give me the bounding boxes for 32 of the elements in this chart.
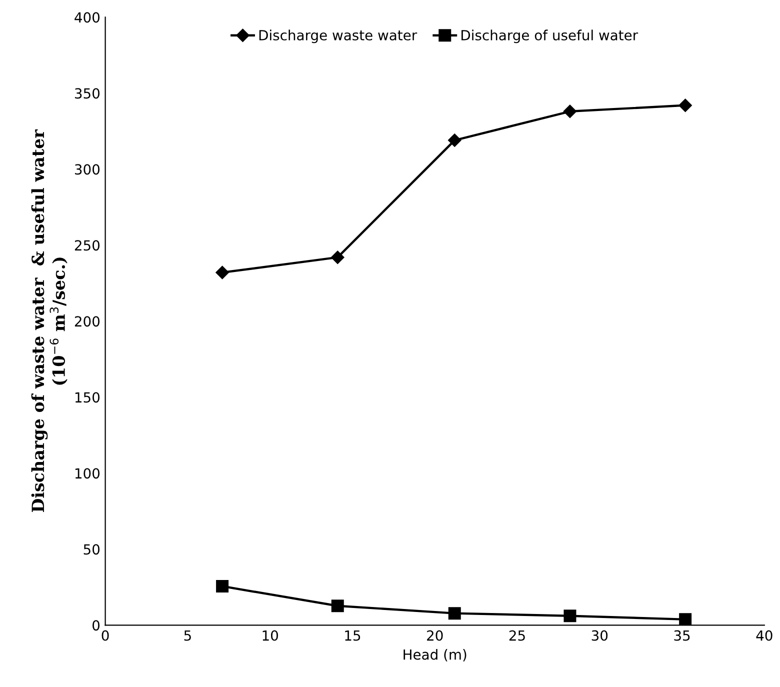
- x-tick-label: 20: [427, 630, 443, 641]
- x-tick-label: 30: [592, 630, 608, 641]
- x-tick-label: 25: [509, 630, 525, 641]
- point: [563, 104, 577, 118]
- x-axis-title: Head (m): [404, 649, 466, 662]
- point: [448, 134, 462, 147]
- y-tick-label: 50: [84, 544, 100, 555]
- x-tick-label: 15: [345, 630, 360, 641]
- legend-label: Discharge of useful water: [462, 30, 638, 44]
- point: [564, 610, 576, 622]
- point: [216, 580, 229, 593]
- y-axis-title: Discharge of waste water & useful water (10$^{−6}$ m$^{3}$/sec.): [31, 129, 68, 512]
- x-tick-label: 10: [262, 630, 278, 641]
- x-tick-label: 5: [184, 630, 191, 641]
- y-tick-label: 150: [75, 392, 100, 403]
- point: [331, 250, 344, 264]
- point: [448, 607, 461, 620]
- legend-label: Discharge waste water: [259, 30, 418, 44]
- point: [678, 98, 692, 112]
- y-tick-label: 200: [74, 316, 100, 327]
- x-tick-label: 40: [756, 630, 772, 641]
- y-tick-label: 400: [74, 12, 100, 23]
- x-tick-label: 0: [102, 630, 109, 641]
- y-tick-label: 350: [74, 88, 100, 99]
- point: [331, 600, 344, 612]
- y-tick-label: 100: [75, 468, 100, 479]
- y-tick-label: 0: [92, 620, 100, 631]
- point: [679, 613, 692, 626]
- point: [216, 266, 229, 280]
- x-tick-label: 35: [674, 630, 690, 641]
- y-tick-label: 300: [74, 164, 100, 175]
- y-tick-label: 250: [74, 240, 100, 251]
